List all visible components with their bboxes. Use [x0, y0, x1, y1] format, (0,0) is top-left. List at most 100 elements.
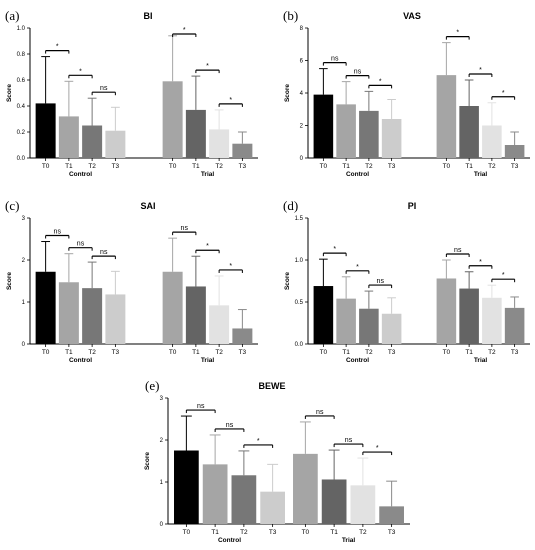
- x-tick-label: T2: [88, 349, 96, 356]
- chart-panel-bi: (a) BI 0.0 0.2 0.4 0.6 0.8 1.0 Score T0 T1 T2 T3 Cont…: [5, 8, 258, 178]
- x-tick-label: T3: [239, 163, 247, 170]
- y-tick-label: 0: [160, 522, 164, 528]
- x-tick-label: T3: [388, 529, 396, 536]
- bar-trial-t3: [504, 307, 525, 344]
- significance-bracket: ns: [45, 229, 70, 239]
- bar-trial-t3: [232, 328, 253, 344]
- x-tick-label: T1: [465, 349, 473, 356]
- bar-control-t2: [82, 288, 103, 344]
- significance-bracket: ns: [214, 422, 245, 432]
- significance-label: ns: [181, 225, 189, 232]
- bar-trial-t0: [293, 453, 318, 524]
- significance-label: *: [183, 27, 186, 34]
- bar-control-t3: [381, 119, 402, 158]
- chart-panel-sai: (c) SAI 0 1 2 3 Score T0 T1 T2 T3 Control T0 T1 T2 T3 Tr…: [5, 198, 258, 364]
- y-tick-label: 1.5: [295, 216, 304, 222]
- bar-trial-t3: [504, 145, 525, 158]
- bar-control-t2: [231, 475, 257, 524]
- y-tick-label: 3: [160, 396, 164, 402]
- significance-bracket: ns: [322, 56, 347, 66]
- significance-label: ns: [331, 56, 339, 63]
- significance-bracket: *: [368, 78, 393, 89]
- significance-bracket: ns: [345, 69, 370, 79]
- significance-bracket: *: [195, 63, 220, 74]
- significance-label: ns: [77, 241, 85, 248]
- x-tick-label: T3: [511, 349, 519, 356]
- significance-label: *: [79, 68, 82, 75]
- significance-bracket: ns: [445, 247, 470, 257]
- y-tick-label: 0: [22, 342, 26, 348]
- y-axis-label: Score: [6, 84, 13, 102]
- significance-bracket: ns: [333, 437, 364, 448]
- y-tick-label: 0: [300, 156, 304, 162]
- bar-control-t3: [105, 130, 126, 158]
- significance-label: ns: [377, 278, 385, 285]
- y-tick-label: 0.0: [295, 342, 304, 348]
- bar-trial-t3: [232, 143, 253, 158]
- significance-label: ns: [100, 249, 108, 256]
- bar-trial-t1: [321, 479, 347, 524]
- x-tick-label: T0: [302, 529, 310, 536]
- x-tick-label: T3: [239, 349, 247, 356]
- bar-control-t3: [260, 491, 285, 524]
- x-tick-label: T0: [443, 349, 451, 356]
- bar-trial-t2: [209, 305, 230, 344]
- group-label: Trial: [201, 171, 215, 178]
- y-tick-label: 1.0: [295, 258, 304, 264]
- y-tick-label: 1.0: [17, 26, 26, 32]
- x-tick-label: T0: [443, 163, 451, 170]
- bar-trial-t3: [379, 506, 404, 524]
- y-tick-label: 8: [300, 26, 304, 32]
- significance-bracket: *: [218, 263, 243, 273]
- bar-trial-t1: [185, 109, 206, 158]
- bar-control-t1: [202, 464, 228, 524]
- x-tick-label: T0: [42, 349, 50, 356]
- bar-trial-t2: [209, 129, 230, 158]
- x-tick-label: T1: [65, 163, 73, 170]
- bar-control-t3: [381, 313, 402, 344]
- bar-trial-t0: [162, 81, 183, 158]
- bar-control-t0: [174, 450, 199, 524]
- significance-bracket: *: [491, 272, 516, 283]
- significance-bracket: *: [243, 438, 274, 448]
- y-tick-label: 0.2: [17, 130, 26, 136]
- significance-bracket: ns: [172, 225, 197, 236]
- significance-label: ns: [100, 85, 108, 92]
- x-tick-label: T1: [465, 163, 473, 170]
- significance-bracket: ns: [304, 409, 335, 419]
- panel-label: (a): [5, 8, 19, 23]
- significance-bracket: ns: [368, 278, 393, 289]
- significance-bracket: *: [468, 67, 493, 77]
- x-tick-label: T0: [320, 163, 328, 170]
- panel-label: (e): [145, 378, 159, 393]
- group-label: Control: [218, 537, 241, 544]
- significance-bracket: ns: [185, 403, 216, 414]
- x-tick-label: T1: [192, 163, 200, 170]
- y-tick-label: 0.6: [17, 78, 26, 84]
- bar-control-t1: [58, 116, 79, 158]
- x-tick-label: T0: [169, 163, 177, 170]
- bar-trial-t0: [162, 271, 183, 344]
- x-tick-label: T2: [365, 163, 373, 170]
- y-tick-label: 0.0: [17, 156, 26, 162]
- significance-bracket: *: [468, 259, 493, 269]
- x-tick-label: T2: [215, 349, 223, 356]
- y-tick-label: 2: [22, 258, 26, 264]
- bar-control-t3: [105, 294, 126, 344]
- significance-label: *: [206, 63, 209, 70]
- bar-control-t0: [35, 271, 56, 344]
- x-tick-label: T3: [511, 163, 519, 170]
- significance-bracket: ns: [68, 241, 93, 251]
- bar-control-t0: [313, 94, 334, 158]
- y-tick-label: 1: [22, 300, 26, 306]
- x-tick-label: T1: [342, 349, 350, 356]
- significance-bracket: *: [172, 27, 197, 37]
- significance-label: *: [257, 438, 260, 445]
- significance-label: ns: [354, 69, 362, 76]
- panel-label: (b): [283, 8, 298, 23]
- bar-trial-t2: [482, 297, 502, 344]
- significance-bracket: *: [45, 44, 70, 54]
- x-tick-label: T1: [192, 349, 200, 356]
- significance-label: *: [502, 272, 505, 279]
- bar-trial-t1: [459, 106, 479, 158]
